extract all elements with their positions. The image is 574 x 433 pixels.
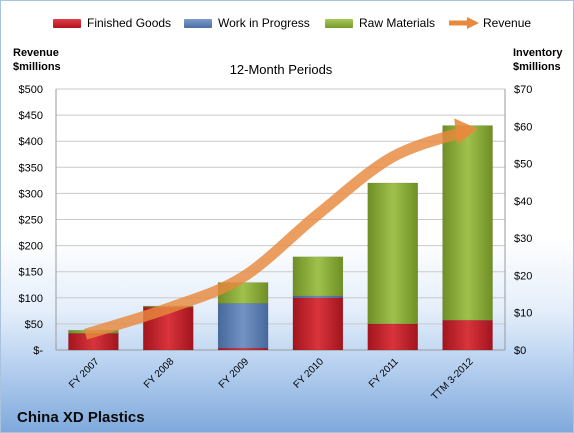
legend-label-finished-goods: Finished Goods <box>87 16 172 30</box>
chart-title: 12-Month Periods <box>229 62 333 77</box>
left-tick-label: $- <box>33 345 43 357</box>
left-tick-label: $300 <box>19 188 43 200</box>
revenue-line <box>83 125 470 340</box>
right-axis-title-line2: $millions <box>513 61 561 73</box>
category-label: FY 2009 <box>217 356 252 391</box>
legend-label-wip: Work in Progress <box>218 16 310 30</box>
left-tick-label: $50 <box>25 319 43 331</box>
legend-swatch-raw-materials <box>325 19 353 28</box>
bar-raw-materials <box>367 182 418 325</box>
right-tick-label: $0 <box>514 345 526 357</box>
bar-work-in-progress <box>292 295 344 299</box>
revenue-arrowhead <box>454 118 478 145</box>
bar-finished-goods <box>217 347 269 351</box>
right-tick-label: $30 <box>514 233 532 245</box>
category-label: FY 2010 <box>292 356 327 391</box>
legend-swatch-revenue <box>449 17 479 29</box>
left-axis-title-line1: Revenue <box>13 47 59 59</box>
bar-finished-goods <box>442 319 493 351</box>
revenue-arrow-icon <box>449 17 479 29</box>
left-tick-label: $150 <box>19 267 43 279</box>
right-tick-label: $10 <box>514 308 532 320</box>
left-axis-title: Revenue $millions <box>13 46 61 74</box>
right-axis-title: Inventory $millions <box>513 46 563 74</box>
brand-title: China XD Plastics <box>17 409 145 426</box>
right-tick-label: $70 <box>514 84 532 96</box>
legend-label-revenue: Revenue <box>483 16 532 30</box>
category-label: FY 2007 <box>67 356 102 391</box>
right-tick-label: $60 <box>514 121 532 133</box>
bar-finished-goods <box>367 323 418 351</box>
left-tick-label: $350 <box>19 162 43 174</box>
right-axis-title-line1: Inventory <box>513 47 563 59</box>
left-tick-label: $400 <box>19 136 43 148</box>
left-tick-label: $250 <box>19 215 43 227</box>
category-label: FY 2008 <box>142 356 177 391</box>
category-label: TTM 3-2012 <box>429 356 476 403</box>
bar-work-in-progress <box>217 303 269 349</box>
left-tick-label: $100 <box>19 293 43 305</box>
left-tick-label: $200 <box>19 241 43 253</box>
bar-raw-materials <box>292 256 344 297</box>
left-tick-label: $450 <box>19 110 43 122</box>
left-axis-title-line2: $millions <box>13 61 61 73</box>
bar-raw-materials <box>442 125 493 321</box>
right-tick-label: $20 <box>514 270 532 282</box>
legend-swatch-finished-goods <box>53 19 81 28</box>
bar-finished-goods <box>292 297 344 351</box>
right-tick-label: $50 <box>514 159 532 171</box>
category-label: FY 2011 <box>367 356 401 390</box>
legend-label-raw-materials: Raw Materials <box>359 16 436 30</box>
right-tick-label: $40 <box>514 196 532 208</box>
left-tick-label: $500 <box>19 84 43 96</box>
legend-swatch-wip <box>184 19 212 28</box>
